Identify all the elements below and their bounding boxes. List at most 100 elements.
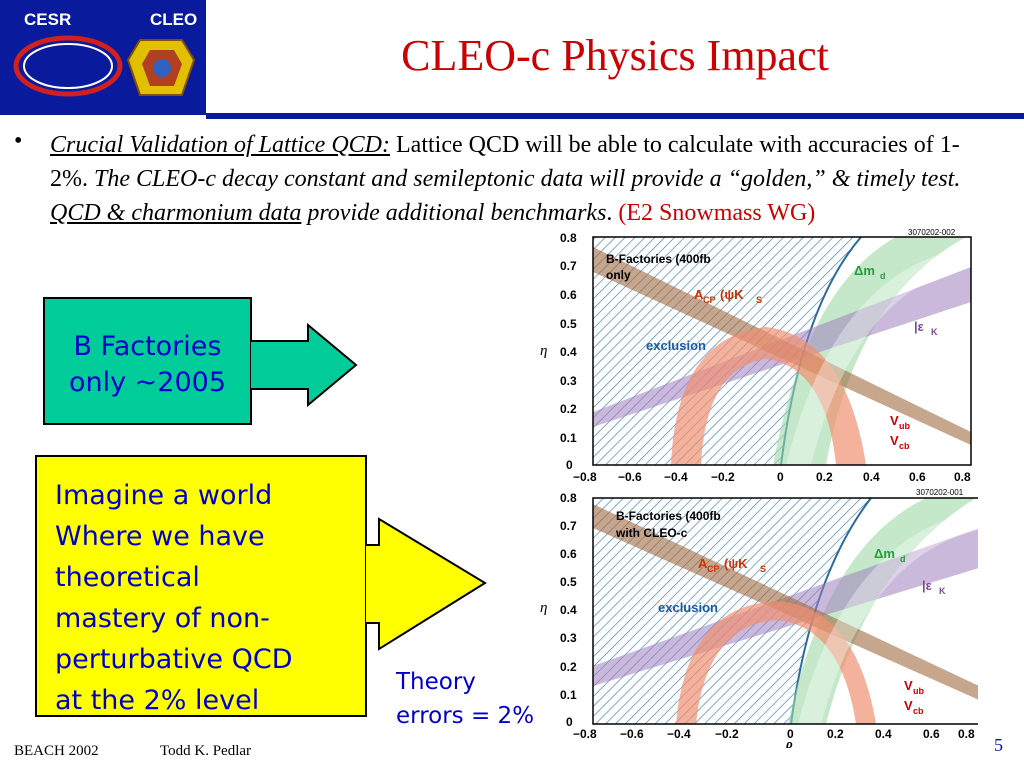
b-factories-line2: only ~2005 bbox=[68, 367, 227, 398]
bullet-lead: Crucial Validation of Lattice QCD: bbox=[50, 132, 390, 158]
y-tick: 0.5 bbox=[560, 317, 577, 331]
y-tick: 0.5 bbox=[560, 575, 577, 589]
bullet-text-3: QCD & charmonium data bbox=[50, 200, 302, 226]
bullet-text-2: The CLEO-c decay constant and semilepton… bbox=[88, 166, 961, 192]
vcb-sub: cb bbox=[913, 706, 924, 716]
logo-cleo-text: CLEO bbox=[150, 10, 198, 29]
bullet-text-4: provide additional benchmarks bbox=[301, 200, 607, 226]
acp-sub: CP bbox=[707, 564, 720, 574]
y-tick: 0.3 bbox=[560, 374, 577, 388]
y-tick: 0.1 bbox=[560, 688, 577, 702]
eps-label: |ε bbox=[922, 578, 932, 593]
ckm-plot-bottom: 0.8 0.7 0.6 0.5 0.4 0.3 0.2 0.1 0 η −0.8… bbox=[536, 486, 980, 751]
exclusion-label: exclusion bbox=[646, 338, 706, 353]
y-tick: 0 bbox=[566, 715, 573, 729]
b-factories-line1: B Factories bbox=[73, 331, 222, 362]
x-tick: −0.4 bbox=[667, 727, 691, 741]
y-axis-label: η bbox=[540, 343, 547, 359]
x-tick: 0 bbox=[777, 470, 784, 484]
cesr-cleo-logo: CESR CLEO bbox=[0, 0, 206, 115]
arrow-right-icon bbox=[250, 323, 358, 407]
logo-cesr-text: CESR bbox=[24, 10, 72, 29]
x-tick: 0.4 bbox=[875, 727, 892, 741]
eps-sub: K bbox=[939, 586, 946, 596]
logo-graphic bbox=[13, 35, 196, 97]
exclusion-label: exclusion bbox=[658, 600, 718, 615]
legend-line1: B-Factories (400fb bbox=[616, 509, 721, 523]
y-tick: 0.6 bbox=[560, 288, 577, 302]
y-tick: 0.4 bbox=[560, 345, 577, 359]
vcb-sub: cb bbox=[899, 441, 910, 451]
plot-id: 3070202-001 bbox=[916, 488, 964, 497]
vcb-label: V bbox=[904, 698, 913, 713]
vub-label: V bbox=[904, 678, 913, 693]
acp-label: A bbox=[698, 556, 708, 571]
ckm-plot-bottom-svg: 0.8 0.7 0.6 0.5 0.4 0.3 0.2 0.1 0 η −0.8… bbox=[540, 488, 980, 751]
dmd-sub: d bbox=[880, 271, 886, 281]
dmd-sub: d bbox=[900, 554, 906, 564]
x-axis-label: ρ bbox=[785, 736, 793, 748]
imagine-box: Imagine a world Where we have theoretica… bbox=[35, 455, 367, 717]
vub-sub: ub bbox=[899, 421, 910, 431]
x-tick: −0.8 bbox=[573, 727, 597, 741]
y-tick: 0.8 bbox=[560, 491, 577, 505]
b-factories-box: B Factories only ~2005 bbox=[43, 297, 252, 425]
x-tick: −0.2 bbox=[711, 470, 735, 484]
x-tick: −0.2 bbox=[715, 727, 739, 741]
slide-title: CLEO-c Physics Impact bbox=[401, 31, 829, 80]
arrow-right-icon bbox=[365, 517, 487, 651]
y-tick: 0.2 bbox=[560, 660, 577, 674]
vub-sub: ub bbox=[913, 686, 924, 696]
eps-sub: K bbox=[931, 327, 938, 337]
x-tick: −0.4 bbox=[664, 470, 688, 484]
bullet-marker: • bbox=[14, 128, 23, 154]
ckm-plot-top: 0.8 0.7 0.6 0.5 0.4 0.3 0.2 0.1 0 η −0.8… bbox=[536, 227, 978, 485]
acp-arg: (ψK bbox=[720, 287, 744, 302]
y-tick: 0.6 bbox=[560, 547, 577, 561]
x-tick: 0.2 bbox=[827, 727, 844, 741]
y-axis-label: η bbox=[540, 600, 547, 616]
x-tick: 0.4 bbox=[863, 470, 880, 484]
x-tick: −0.8 bbox=[573, 470, 597, 484]
acp-sub: CP bbox=[703, 295, 716, 305]
plot-id: 3070202-002 bbox=[908, 228, 956, 237]
y-tick: 0.1 bbox=[560, 431, 577, 445]
bullet-ref: (E2 Snowmass WG) bbox=[612, 200, 816, 226]
legend-line1: B-Factories (400fb bbox=[606, 252, 711, 266]
dmd-label: Δm bbox=[874, 546, 895, 561]
x-tick: 0.6 bbox=[909, 470, 926, 484]
y-tick: 0.4 bbox=[560, 603, 577, 617]
y-tick: 0.3 bbox=[560, 631, 577, 645]
bullet-text-5: . bbox=[606, 200, 613, 226]
theory-errors-label: Theory errors = 2% bbox=[396, 669, 535, 729]
x-tick: 0.8 bbox=[958, 727, 975, 741]
vub-label: V bbox=[890, 413, 899, 428]
y-tick: 0.7 bbox=[560, 259, 577, 273]
y-tick: 0.2 bbox=[560, 402, 577, 416]
acp-arg-sub: S bbox=[756, 295, 762, 305]
y-tick: 0.8 bbox=[560, 231, 577, 245]
acp-arg-sub: S bbox=[760, 564, 766, 574]
y-tick: 0 bbox=[566, 458, 573, 472]
legend-line2: only bbox=[606, 268, 631, 282]
vcb-label: V bbox=[890, 433, 899, 448]
eps-label: |ε bbox=[914, 319, 924, 334]
x-tick: 0 bbox=[787, 727, 794, 741]
top-y-ticks: 0.8 0.7 0.6 0.5 0.4 0.3 0.2 0.1 0 bbox=[560, 231, 577, 472]
ckm-plot-top-svg: 0.8 0.7 0.6 0.5 0.4 0.3 0.2 0.1 0 η −0.8… bbox=[540, 228, 972, 484]
x-tick: −0.6 bbox=[620, 727, 644, 741]
x-tick: −0.6 bbox=[618, 470, 642, 484]
x-tick: 0.2 bbox=[816, 470, 833, 484]
bullet-text-1: Lattice QCD will be able to calculate wi… bbox=[50, 132, 960, 192]
footer-author: Todd K. Pedlar bbox=[160, 743, 252, 759]
x-tick: 0.6 bbox=[923, 727, 940, 741]
bullet-text: Crucial Validation of Lattice QCD: Latti… bbox=[50, 128, 970, 230]
x-tick: 0.8 bbox=[954, 470, 971, 484]
acp-label: A bbox=[694, 287, 704, 302]
dmd-label: Δm bbox=[854, 263, 875, 278]
legend-line2: with CLEO-c bbox=[615, 526, 688, 540]
page-number: 5 bbox=[994, 735, 1003, 755]
footer-conference: BEACH 2002 bbox=[14, 743, 99, 759]
header-rule bbox=[206, 113, 1024, 119]
acp-arg: (ψK bbox=[724, 556, 748, 571]
